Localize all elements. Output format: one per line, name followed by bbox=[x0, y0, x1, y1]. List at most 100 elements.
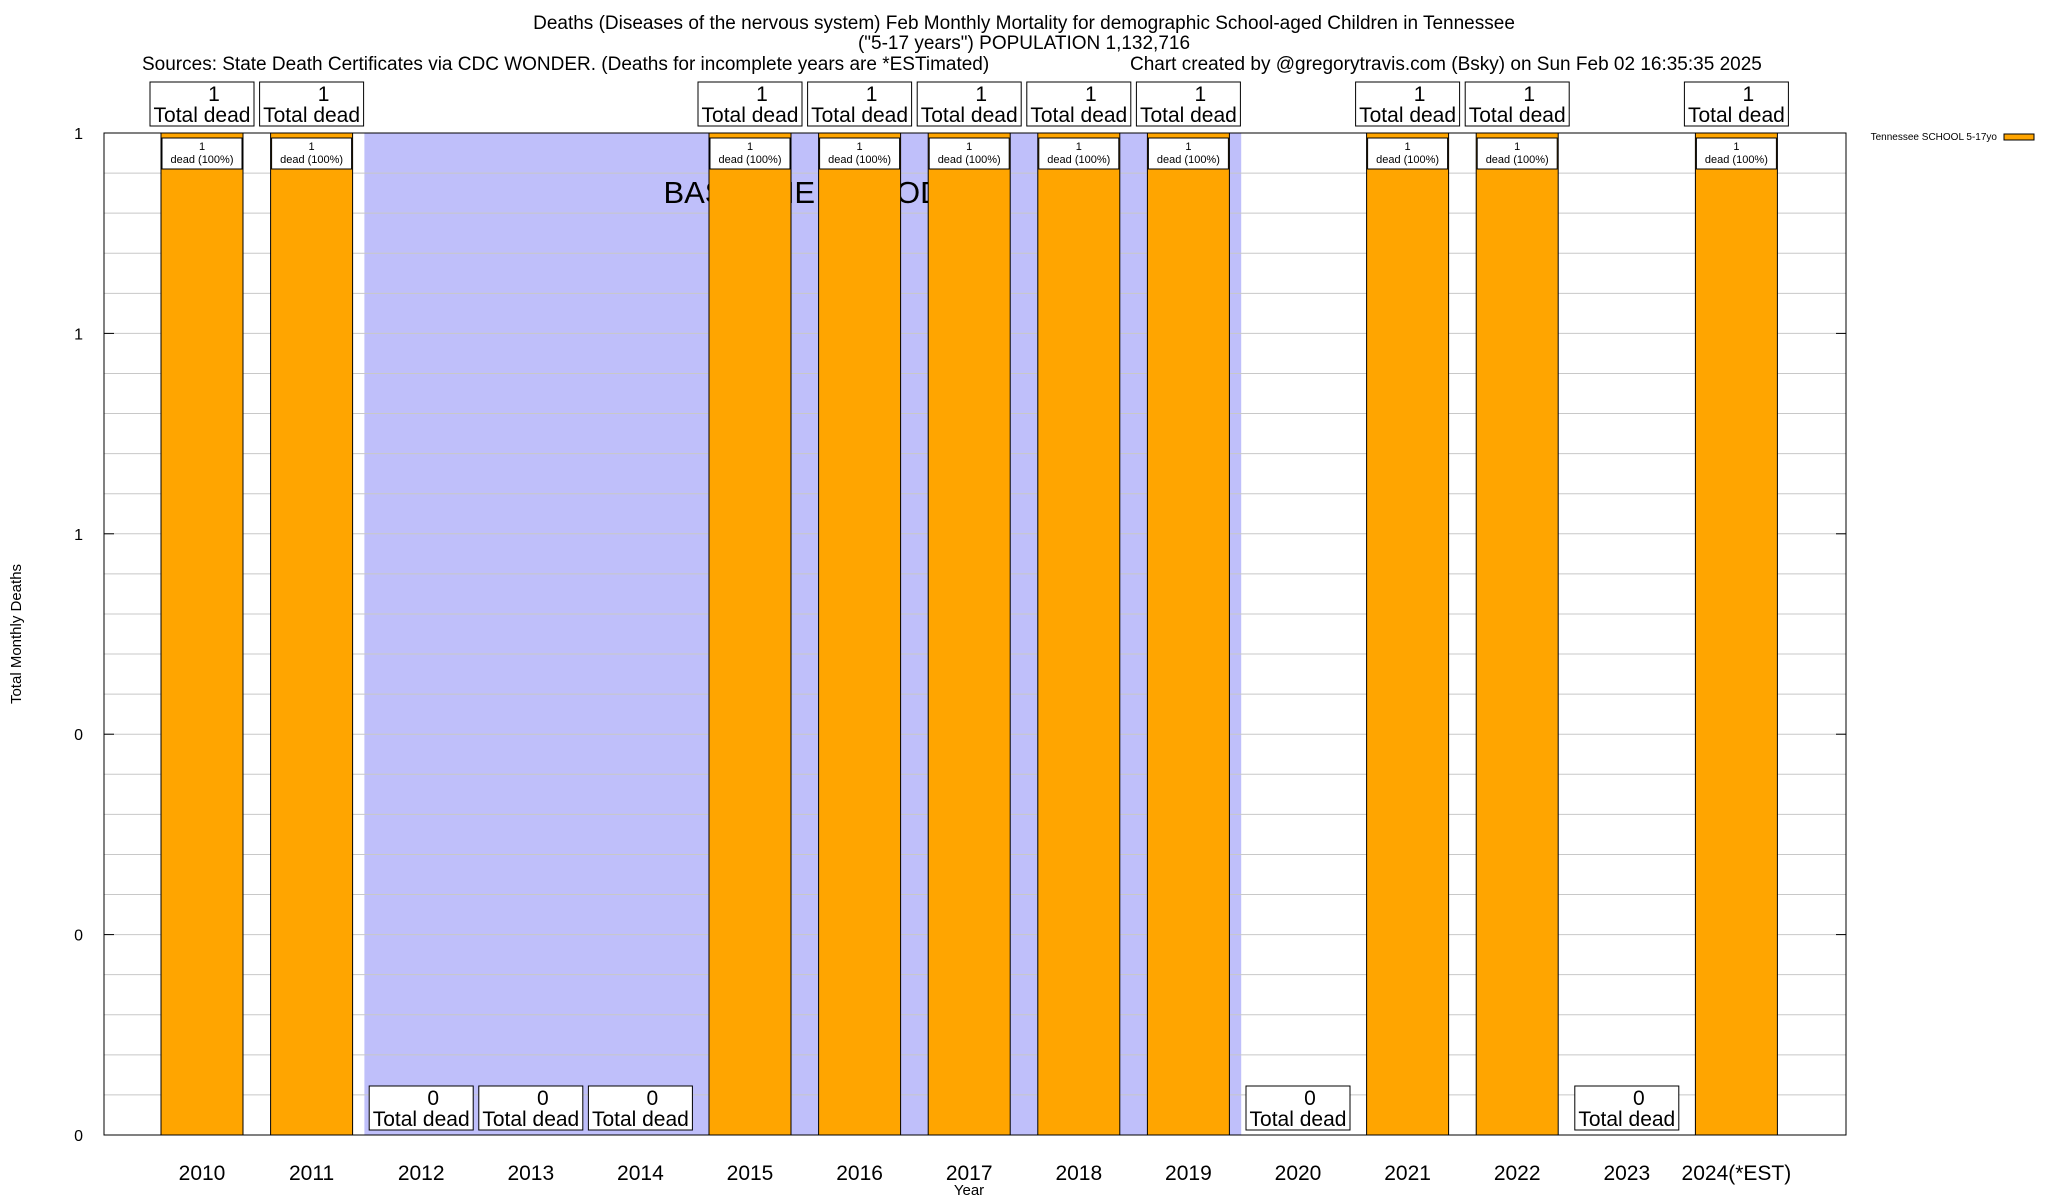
total-label-box bbox=[149, 81, 255, 127]
total-label-count: 1 bbox=[208, 83, 220, 106]
bar-inner-label-box bbox=[1367, 137, 1449, 170]
total-label-text: Total dead bbox=[1469, 104, 1566, 127]
sources-note: Sources: State Death Certificates via CD… bbox=[142, 54, 990, 75]
x-tick-label: 2022 bbox=[1494, 1162, 1541, 1185]
bar-inner-count: 1 bbox=[1076, 141, 1082, 153]
bar-inner-label-box bbox=[709, 137, 791, 170]
bar-inner-percent: dead (100%) bbox=[280, 154, 343, 166]
bar bbox=[927, 132, 1011, 1136]
bar-inner-count: 1 bbox=[1405, 141, 1411, 153]
bar-inner-percent: dead (100%) bbox=[1047, 154, 1110, 166]
total-label-box bbox=[807, 81, 913, 127]
total-label-box bbox=[697, 81, 803, 127]
bar-inner-count: 1 bbox=[199, 141, 205, 153]
total-label-box bbox=[259, 81, 365, 127]
bar bbox=[1146, 132, 1230, 1136]
x-tick-label: 2011 bbox=[289, 1162, 334, 1185]
total-label-text: Total dead bbox=[811, 104, 908, 127]
bar bbox=[1694, 132, 1778, 1136]
total-label-text: Total dead bbox=[921, 104, 1018, 127]
x-tick-label: 2014 bbox=[617, 1162, 664, 1185]
total-label-box bbox=[916, 81, 1022, 127]
legend-swatch bbox=[2003, 133, 2035, 141]
total-label-count: 1 bbox=[1523, 83, 1535, 106]
bar bbox=[270, 132, 354, 1136]
bar-inner-label-box bbox=[1147, 137, 1229, 170]
bar-inner-percent: dead (100%) bbox=[938, 154, 1001, 166]
x-tick-label: 2010 bbox=[179, 1162, 226, 1185]
bar-inner-label-box bbox=[928, 137, 1010, 170]
x-tick-label: 2024(*EST) bbox=[1682, 1162, 1792, 1185]
total-label-count: 1 bbox=[866, 83, 878, 106]
bar-inner-count: 1 bbox=[1514, 141, 1520, 153]
total-label-count: 1 bbox=[975, 83, 987, 106]
total-label-box bbox=[1464, 81, 1570, 127]
bar-inner-count: 1 bbox=[309, 141, 315, 153]
x-tick-label: 2013 bbox=[507, 1162, 554, 1185]
bar-inner-percent: dead (100%) bbox=[719, 154, 782, 166]
bar-inner-count: 1 bbox=[747, 141, 753, 153]
y-tick-label: 1 bbox=[74, 126, 83, 143]
bar bbox=[160, 132, 244, 1136]
total-label-count: 1 bbox=[1743, 83, 1755, 106]
bar bbox=[708, 132, 792, 1136]
total-label-box bbox=[1245, 1085, 1351, 1131]
bar-inner-count: 1 bbox=[857, 141, 863, 153]
bar-inner-percent: dead (100%) bbox=[1705, 154, 1768, 166]
bar-inner-label-box bbox=[271, 137, 353, 170]
total-label-box bbox=[1135, 81, 1241, 127]
bar-inner-label-box bbox=[819, 137, 901, 170]
x-tick-label: 2012 bbox=[398, 1162, 445, 1185]
bar bbox=[1037, 132, 1121, 1136]
x-tick-label: 2015 bbox=[727, 1162, 774, 1185]
x-tick-label: 2019 bbox=[1165, 1162, 1212, 1185]
y-tick-label: 0 bbox=[74, 928, 83, 945]
bar-inner-label-box bbox=[1695, 137, 1777, 170]
total-label-count: 0 bbox=[537, 1087, 549, 1110]
total-label-text: Total dead bbox=[373, 1108, 470, 1131]
total-label-box bbox=[1574, 1085, 1680, 1131]
total-label-text: Total dead bbox=[592, 1108, 689, 1131]
total-label-count: 1 bbox=[1085, 83, 1097, 106]
total-label-count: 0 bbox=[647, 1087, 659, 1110]
total-label-count: 0 bbox=[1304, 1087, 1316, 1110]
x-tick-label: 2023 bbox=[1603, 1162, 1650, 1185]
bar-inner-label-box bbox=[161, 137, 243, 170]
total-label-box bbox=[1026, 81, 1132, 127]
bar-inner-count: 1 bbox=[966, 141, 972, 153]
chart-title: Deaths (Diseases of the nervous system) … bbox=[533, 13, 1515, 34]
total-label-count: 1 bbox=[318, 83, 330, 106]
y-tick-label: 0 bbox=[74, 1128, 83, 1145]
total-label-text: Total dead bbox=[1578, 1108, 1675, 1131]
total-label-count: 0 bbox=[1633, 1087, 1645, 1110]
x-tick-label: 2021 bbox=[1384, 1162, 1431, 1185]
total-label-box bbox=[1683, 81, 1789, 127]
total-label-box bbox=[1355, 81, 1461, 127]
x-tick-label: 2017 bbox=[946, 1162, 993, 1185]
bar-inner-count: 1 bbox=[1733, 141, 1739, 153]
total-label-text: Total dead bbox=[1250, 1108, 1347, 1131]
bar-inner-percent: dead (100%) bbox=[828, 154, 891, 166]
y-tick-label: 0 bbox=[74, 727, 83, 744]
total-label-text: Total dead bbox=[1030, 104, 1127, 127]
bar bbox=[1366, 132, 1450, 1136]
bar bbox=[1475, 132, 1559, 1136]
x-axis-label: Year bbox=[954, 1182, 984, 1199]
total-label-text: Total dead bbox=[263, 104, 360, 127]
total-label-text: Total dead bbox=[482, 1108, 579, 1131]
total-label-box bbox=[368, 1085, 474, 1131]
x-tick-label: 2018 bbox=[1055, 1162, 1102, 1185]
total-label-box bbox=[478, 1085, 584, 1131]
bar-inner-count: 1 bbox=[1185, 141, 1191, 153]
x-tick-label: 2016 bbox=[836, 1162, 883, 1185]
total-label-text: Total dead bbox=[702, 104, 799, 127]
total-label-box bbox=[587, 1085, 693, 1131]
x-tick-label: 2020 bbox=[1275, 1162, 1322, 1185]
y-tick-label: 1 bbox=[74, 527, 83, 544]
y-tick-label: 1 bbox=[74, 326, 83, 343]
chart-subtitle: ("5-17 years") POPULATION 1,132,716 bbox=[857, 33, 1191, 54]
bar-inner-percent: dead (100%) bbox=[1486, 154, 1549, 166]
total-label-count: 1 bbox=[756, 83, 768, 106]
bar-inner-percent: dead (100%) bbox=[171, 154, 234, 166]
